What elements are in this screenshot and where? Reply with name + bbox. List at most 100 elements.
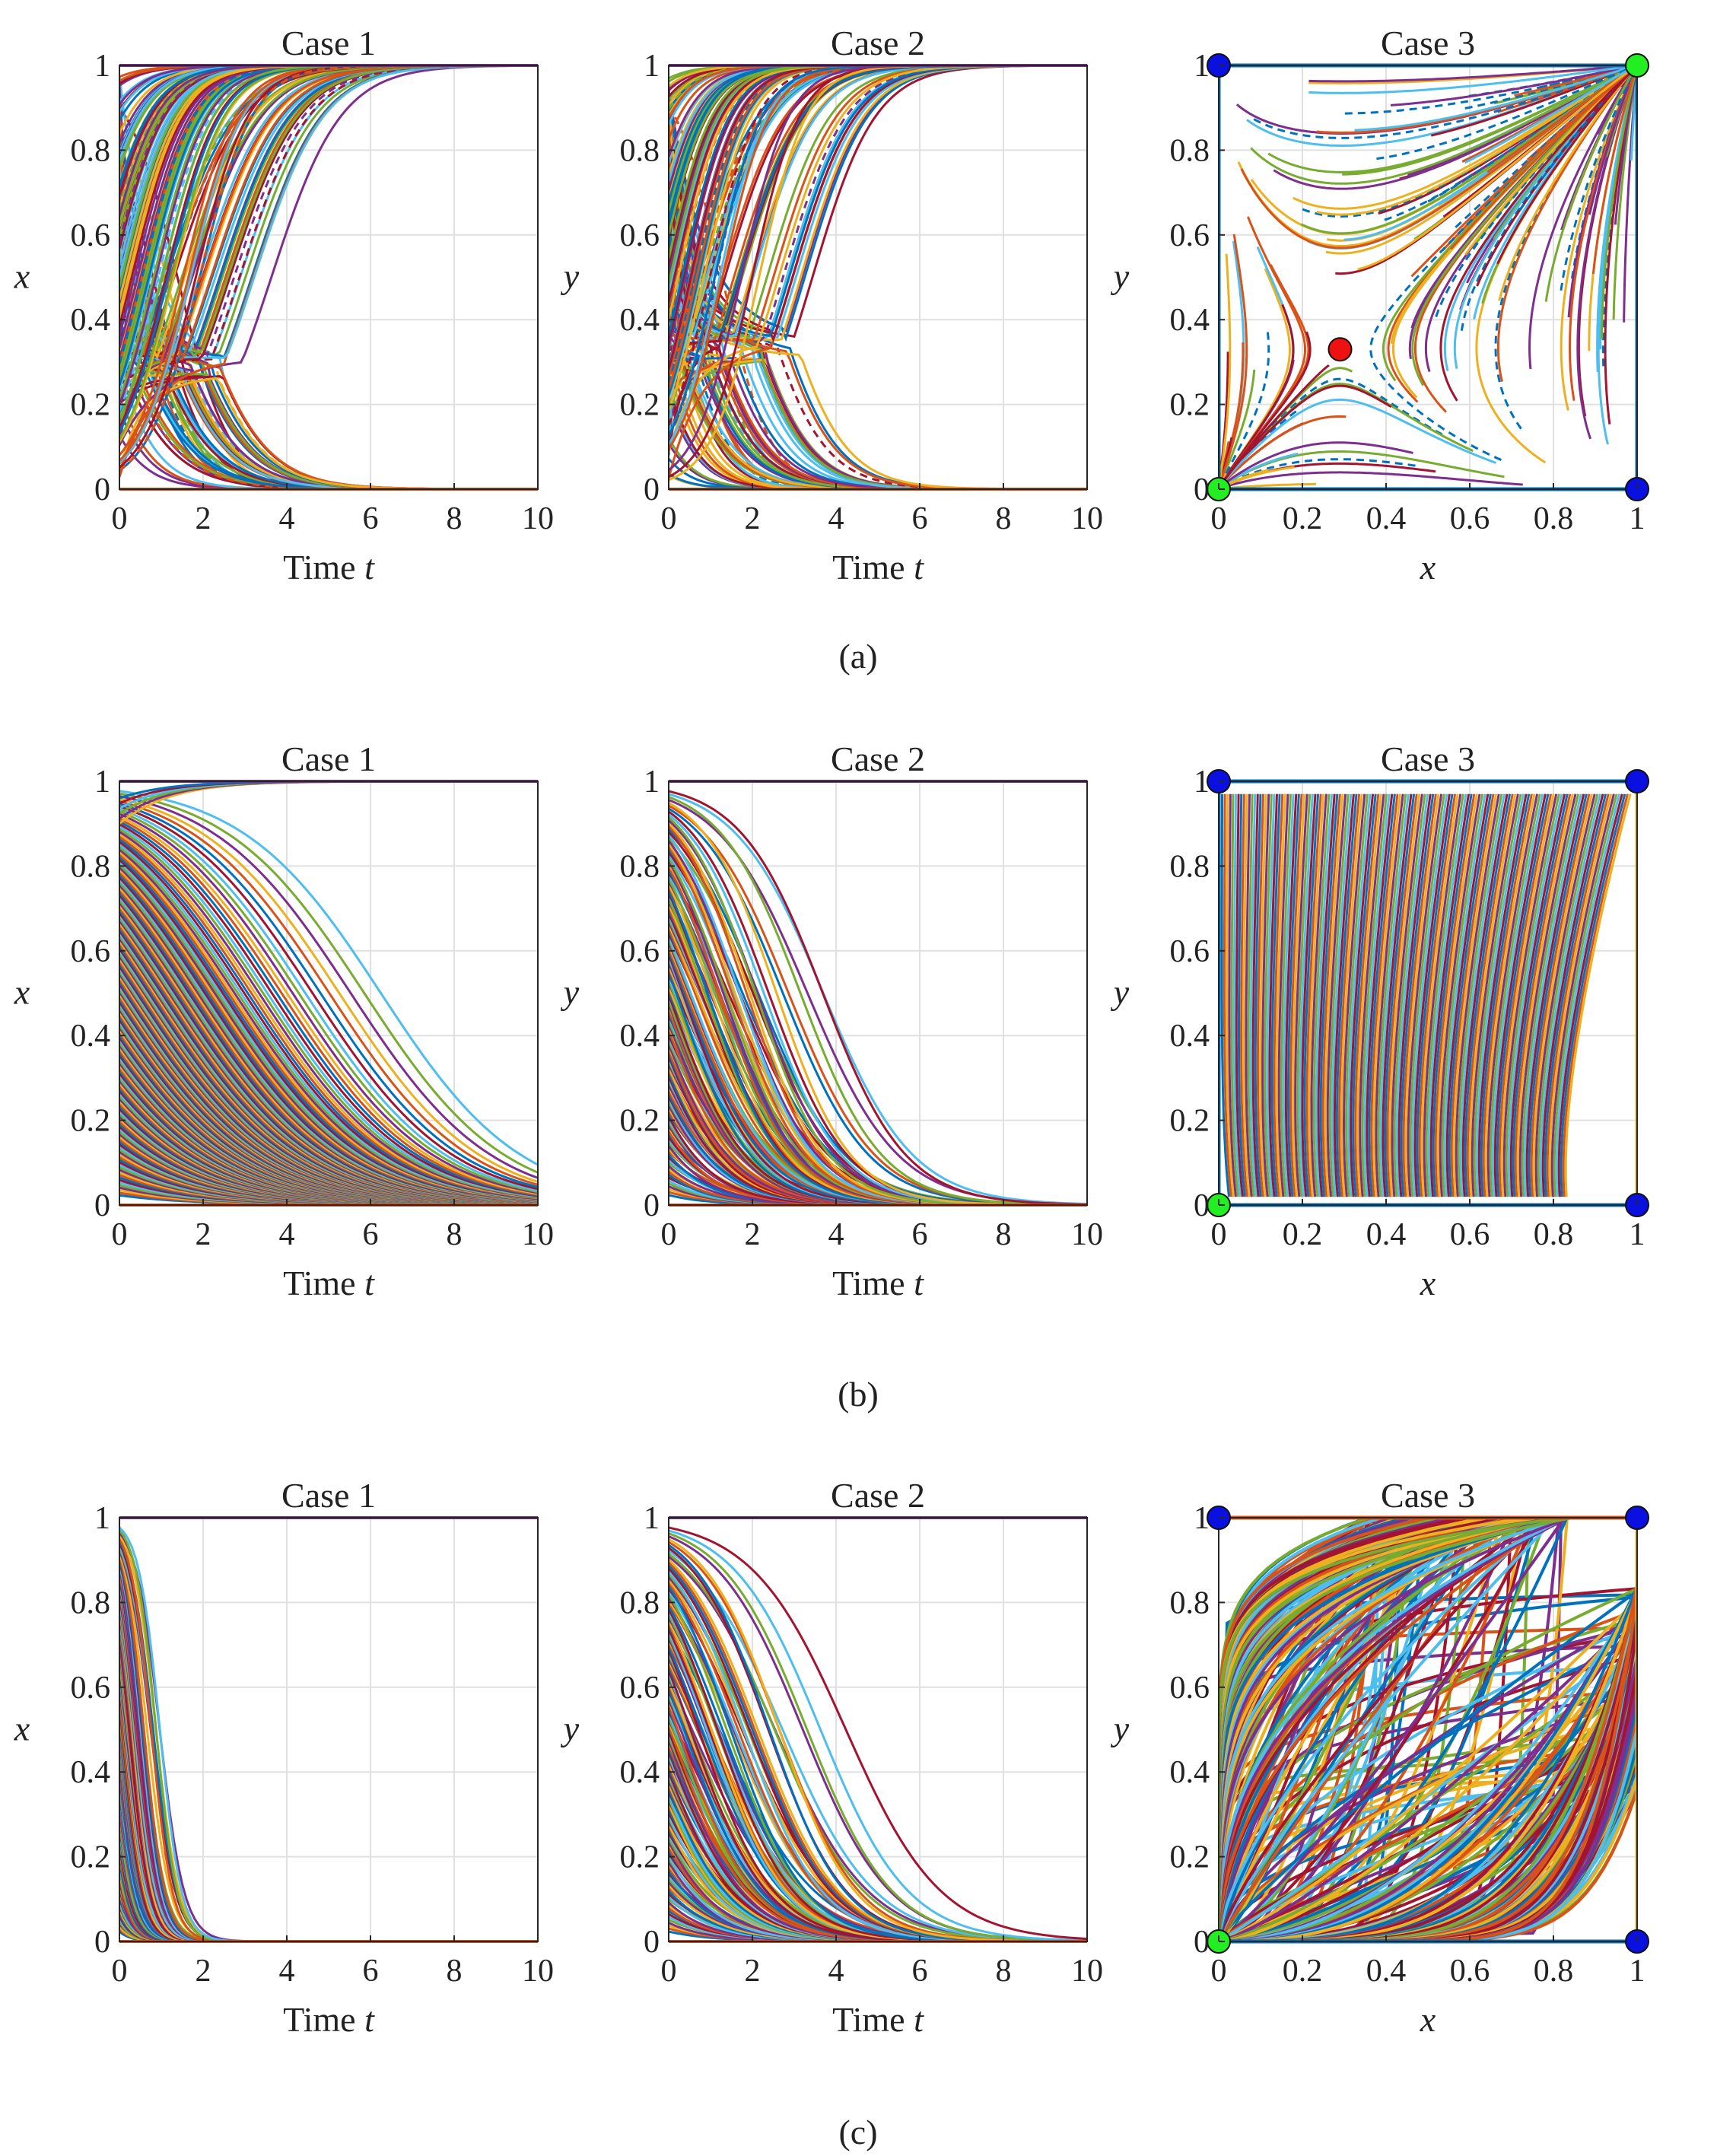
series-line bbox=[1379, 793, 1410, 1197]
x-axis-label: x bbox=[1420, 548, 1436, 587]
series-line bbox=[1356, 793, 1382, 1197]
panel-b-case-3: 0 0.2 0.4 0.6 0.8 1 0 0.2 0.4 0.6 0.8 1 Case 3 x y bbox=[1111, 739, 1649, 1302]
y-tick-label: 0.4 bbox=[71, 1755, 111, 1790]
series-line bbox=[669, 170, 1087, 491]
series-line bbox=[1219, 1516, 1557, 1942]
series-line bbox=[1289, 793, 1303, 1197]
series-line bbox=[1555, 793, 1621, 1197]
series-line bbox=[1235, 793, 1244, 1197]
panel-c-case-2: 0 2 4 6 8 10 0 0.2 0.4 0.6 0.8 1 Case 2 Time t y bbox=[561, 1476, 1103, 2039]
series-line bbox=[1491, 793, 1544, 1197]
panel-a-case-3: 0 0.2 0.4 0.6 0.8 1 0 0.2 0.4 0.6 0.8 1 Case 3 x y bbox=[1111, 24, 1649, 587]
caption-c: (c) bbox=[838, 2113, 877, 2151]
series-line bbox=[1259, 793, 1267, 1197]
series-line bbox=[1407, 793, 1443, 1197]
x-tick-label: 0 bbox=[1211, 1217, 1227, 1252]
series-group bbox=[119, 64, 538, 491]
y-tick-label: 0 bbox=[644, 1925, 660, 1960]
series-line bbox=[1219, 1689, 1637, 1942]
x-tick-label: 8 bbox=[447, 1217, 463, 1252]
series-line bbox=[1219, 1614, 1637, 1943]
x-tick-label: 0 bbox=[1211, 501, 1227, 536]
series-line bbox=[1409, 793, 1445, 1197]
x-tick-label: 4 bbox=[279, 501, 295, 536]
series-line bbox=[1557, 793, 1623, 1197]
series-line bbox=[1496, 793, 1550, 1197]
y-axis-label: x bbox=[14, 973, 30, 1012]
series-line bbox=[1219, 1516, 1567, 1941]
axes-frame bbox=[668, 65, 1088, 490]
x-axis-label: Time t bbox=[832, 548, 924, 587]
x-tick-label: 8 bbox=[447, 501, 463, 536]
x-tick-label: 2 bbox=[745, 501, 761, 536]
panel-title: Case 1 bbox=[281, 1476, 376, 1515]
x-tick-label: 0 bbox=[112, 1217, 128, 1252]
x-tick-label: 0 bbox=[661, 501, 677, 536]
y-tick-label: 0.4 bbox=[1170, 303, 1210, 338]
series-line bbox=[1450, 793, 1495, 1197]
series-line bbox=[1331, 793, 1353, 1197]
x-axis-label: x bbox=[1420, 1264, 1436, 1302]
series-line bbox=[1219, 1516, 1542, 1942]
series-line bbox=[1319, 793, 1339, 1197]
series-line bbox=[119, 812, 538, 1194]
x-tick-label: 2 bbox=[196, 501, 211, 536]
series-line bbox=[1397, 793, 1432, 1197]
panel-title: Case 2 bbox=[831, 24, 925, 62]
series-line bbox=[1375, 793, 1404, 1197]
x-tick-label: 6 bbox=[363, 501, 379, 536]
x-tick-label: 0 bbox=[1211, 1954, 1227, 1989]
series-line bbox=[1284, 793, 1298, 1197]
series-group bbox=[119, 1516, 538, 1943]
series-line bbox=[1514, 793, 1572, 1197]
series-line bbox=[119, 828, 538, 1198]
series-group bbox=[1219, 1515, 1637, 1944]
y-tick-label: 0 bbox=[644, 1188, 660, 1223]
series-line bbox=[1340, 793, 1363, 1197]
series-line bbox=[119, 800, 538, 1186]
series-line bbox=[1254, 793, 1262, 1197]
series-line bbox=[1328, 793, 1350, 1197]
series-line bbox=[1445, 793, 1490, 1197]
y-tick-label: 0 bbox=[1194, 472, 1210, 507]
series-line bbox=[1411, 793, 1448, 1197]
series-line bbox=[1220, 793, 1230, 1197]
series-line bbox=[1377, 793, 1407, 1197]
row-captions: (a) (b) (c) bbox=[838, 637, 879, 2151]
series-line bbox=[1219, 1700, 1637, 1943]
panel-title: Case 1 bbox=[281, 24, 376, 62]
series-line bbox=[1354, 793, 1380, 1197]
series-line bbox=[1223, 793, 1232, 1197]
x-tick-label: 2 bbox=[196, 1954, 211, 1989]
y-tick-label: 0.8 bbox=[620, 849, 660, 884]
y-tick-label: 0.4 bbox=[71, 1019, 111, 1054]
series-line bbox=[1219, 1516, 1561, 1942]
series-line bbox=[1473, 793, 1522, 1197]
series-line bbox=[1413, 793, 1451, 1197]
series-line bbox=[1264, 793, 1273, 1197]
series-line bbox=[1294, 793, 1308, 1197]
series-line bbox=[1333, 793, 1355, 1197]
y-axis-label: y bbox=[1111, 1709, 1130, 1748]
y-tick-label: 0.8 bbox=[71, 133, 111, 168]
x-tick-label: 0.6 bbox=[1450, 1217, 1490, 1252]
series-line bbox=[1251, 793, 1260, 1197]
x-tick-label: 1 bbox=[1630, 1954, 1645, 1989]
series-group bbox=[1219, 779, 1637, 1207]
series-line bbox=[1335, 793, 1358, 1197]
y-tick-label: 1 bbox=[1194, 1501, 1210, 1536]
series-line bbox=[1338, 793, 1361, 1197]
series-line bbox=[119, 1766, 538, 1943]
series-line bbox=[1441, 793, 1484, 1197]
equilibrium-marker-green bbox=[1625, 53, 1649, 78]
axes-frame bbox=[668, 781, 1088, 1206]
series-line bbox=[1393, 793, 1426, 1197]
series-line bbox=[1518, 793, 1577, 1197]
series-line bbox=[119, 815, 538, 1195]
y-axis-label: y bbox=[561, 1709, 580, 1748]
y-tick-label: 0.4 bbox=[1170, 1755, 1210, 1790]
series-line bbox=[119, 1531, 538, 1943]
panel-title: Case 1 bbox=[281, 739, 376, 778]
series-line bbox=[119, 807, 538, 1192]
y-tick-label: 0 bbox=[94, 1188, 110, 1223]
